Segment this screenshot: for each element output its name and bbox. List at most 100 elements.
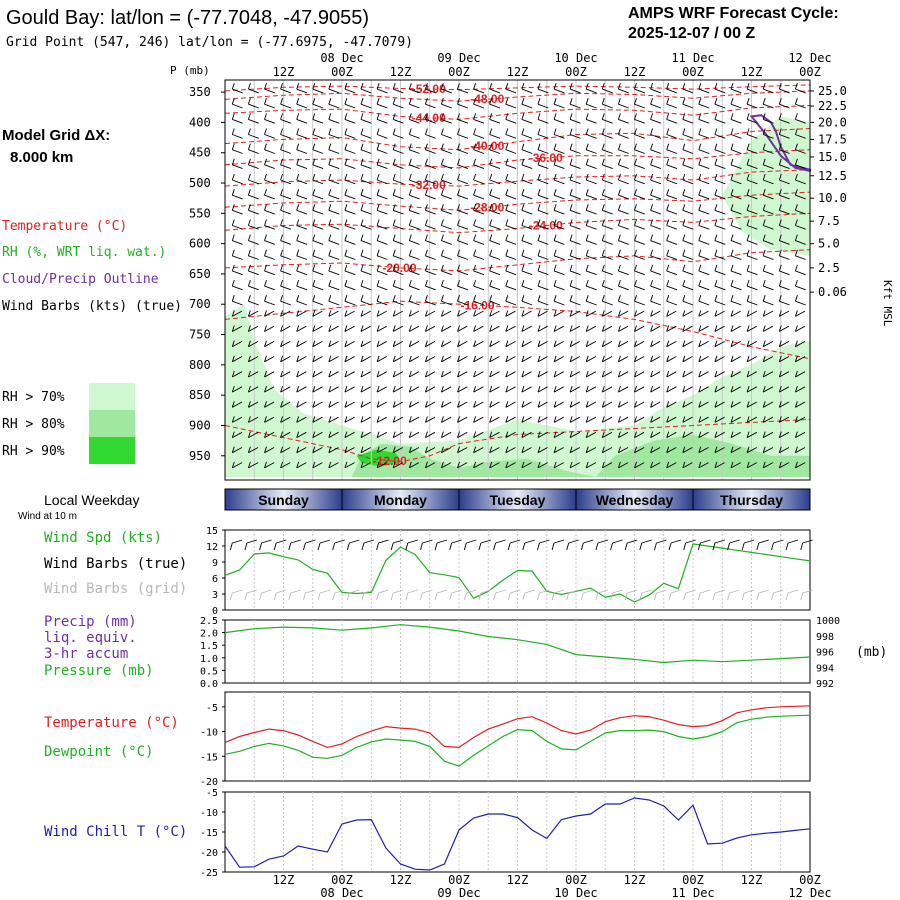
wind-barb-flag bbox=[473, 279, 477, 287]
wind-barb bbox=[264, 164, 275, 170]
wind-barb bbox=[409, 371, 420, 378]
wind-barb-flag bbox=[231, 325, 235, 332]
wind-barb-flag bbox=[296, 128, 300, 135]
wind-barb bbox=[505, 371, 516, 378]
wind-barb-flag bbox=[247, 401, 251, 408]
wind-barb bbox=[762, 386, 774, 393]
wind-barb bbox=[264, 240, 275, 245]
pressure-right-tick-label: 994 bbox=[816, 663, 834, 674]
wind-barb bbox=[779, 325, 790, 332]
grid-wind-barb-flag bbox=[551, 592, 555, 601]
wind-barb bbox=[457, 88, 469, 94]
wind-barb bbox=[344, 225, 356, 230]
wind-barb bbox=[602, 134, 613, 139]
grid-wind-barb-flag bbox=[288, 592, 292, 601]
upper-air-wind-barbs bbox=[231, 82, 806, 469]
wind-barb bbox=[328, 341, 339, 348]
wind-barb-flag bbox=[360, 128, 364, 135]
grid-wind-barb-flag bbox=[610, 592, 613, 601]
wind-barb-flag bbox=[746, 431, 750, 438]
wind-barb-flag bbox=[392, 113, 396, 120]
wind-barb bbox=[457, 118, 469, 124]
wind-barb bbox=[714, 240, 726, 245]
surface-tick-label: 3 bbox=[212, 590, 218, 601]
wind-barb bbox=[730, 194, 742, 200]
wind-barb bbox=[505, 462, 516, 469]
wind-barb-flag bbox=[634, 128, 637, 135]
wind-barb-flag bbox=[698, 82, 702, 90]
wind-barb bbox=[409, 209, 420, 215]
wind-barb bbox=[473, 103, 485, 109]
wind-barb bbox=[505, 431, 516, 438]
wind-barb bbox=[762, 401, 774, 408]
wind-barb bbox=[537, 431, 548, 438]
wind-barb bbox=[650, 447, 661, 454]
wind-barb-flag bbox=[778, 355, 782, 362]
temperature-contour-label: -40.00 bbox=[470, 139, 504, 153]
grid-wind-barb-flag bbox=[244, 592, 248, 601]
wind-barb bbox=[730, 225, 742, 230]
wind-barb bbox=[698, 386, 709, 393]
wind-barb bbox=[650, 118, 662, 124]
wind-barb-flag bbox=[264, 340, 267, 347]
wind-barb bbox=[312, 118, 324, 124]
wind-barb-flag bbox=[344, 355, 348, 362]
wind-barb-flag bbox=[537, 401, 541, 408]
wind-barb bbox=[730, 386, 741, 393]
wind-barb bbox=[714, 356, 725, 363]
wind-barb-flag bbox=[521, 82, 525, 90]
wind-barb bbox=[425, 401, 436, 408]
wind-barb bbox=[312, 149, 324, 154]
wind-barb bbox=[586, 300, 597, 306]
legend-wind-speed: Wind Spd (kts) bbox=[44, 530, 162, 546]
wind-barb-flag bbox=[408, 370, 412, 378]
surface-wind-barb bbox=[744, 539, 755, 544]
wind-barb-flag bbox=[794, 98, 798, 105]
wind-barb bbox=[730, 270, 742, 276]
wind-barb bbox=[650, 431, 661, 438]
wind-barb bbox=[666, 371, 677, 378]
wind-barb bbox=[666, 431, 677, 438]
wind-barb-flag bbox=[328, 370, 332, 378]
surface-wind-barb bbox=[436, 539, 448, 544]
wind-barb bbox=[473, 285, 485, 291]
temperature-contour bbox=[224, 418, 811, 463]
wind-barb-flag bbox=[634, 416, 637, 423]
wind-barb bbox=[473, 179, 485, 185]
wind-barb-flag bbox=[376, 173, 380, 181]
wind-barb bbox=[795, 149, 806, 154]
wind-barb-flag bbox=[601, 219, 605, 226]
surface-tick-label: 6 bbox=[212, 574, 218, 585]
wind-barb bbox=[376, 285, 388, 291]
wind-barb-flag bbox=[505, 82, 509, 90]
rh-legend-label: RH > 70% bbox=[2, 390, 65, 405]
pressure-tick-label: 800 bbox=[189, 358, 211, 372]
wind-barb bbox=[746, 209, 758, 215]
wind-barb bbox=[795, 134, 806, 139]
wind-barb-flag bbox=[650, 189, 654, 196]
wind-barb-flag bbox=[634, 446, 637, 453]
wind-barb bbox=[698, 209, 710, 215]
wind-barb-flag bbox=[231, 431, 235, 438]
wind-barb-flag bbox=[489, 234, 493, 241]
wind-barb-flag bbox=[585, 204, 589, 211]
wind-barb-flag bbox=[473, 325, 477, 332]
wind-barb-flag bbox=[360, 446, 364, 453]
wind-barb bbox=[409, 325, 420, 332]
wind-barb bbox=[505, 194, 517, 200]
wind-barb-flag bbox=[376, 431, 380, 438]
wind-barb-flag bbox=[264, 113, 267, 120]
wind-barb-flag bbox=[617, 98, 621, 105]
wind-barb bbox=[328, 179, 340, 185]
wind-barb bbox=[473, 149, 485, 154]
legend-rh: RH (%, WRT liq. wat.) bbox=[2, 245, 166, 260]
wind-barb bbox=[473, 225, 485, 230]
wind-barb bbox=[505, 300, 517, 306]
grid-wind-barb bbox=[393, 589, 404, 594]
wind-barb-flag bbox=[424, 446, 428, 453]
wind-barb bbox=[666, 462, 677, 469]
wind-barb bbox=[763, 194, 774, 200]
wind-barb-flag bbox=[746, 143, 750, 150]
wind-barb-flag bbox=[296, 264, 300, 272]
wind-barb bbox=[232, 285, 243, 291]
